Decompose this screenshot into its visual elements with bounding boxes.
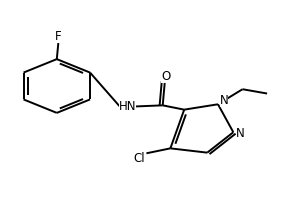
Text: N: N [220,94,228,107]
Text: N: N [236,127,244,140]
Text: HN: HN [119,100,136,113]
Text: F: F [55,30,62,43]
Text: O: O [161,70,170,83]
Text: Cl: Cl [134,152,146,164]
